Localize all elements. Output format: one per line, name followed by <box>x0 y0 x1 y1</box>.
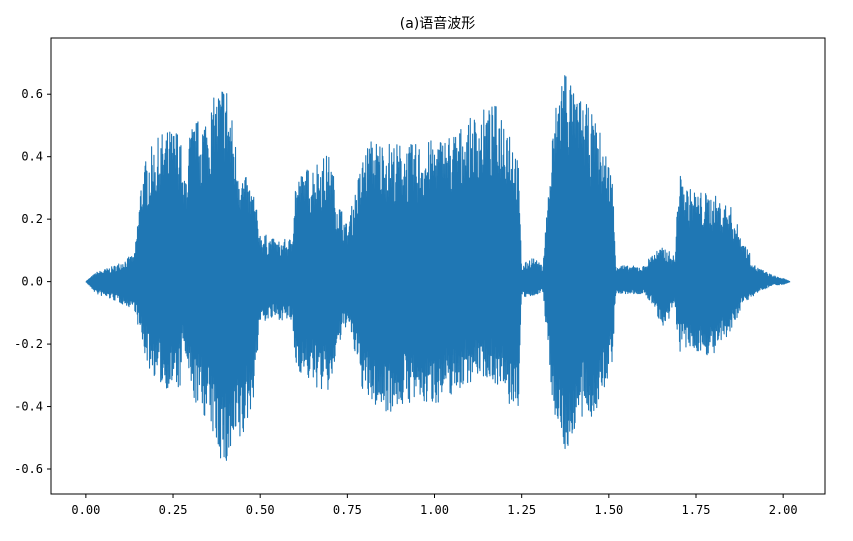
x-tick-label: 1.25 <box>507 503 536 517</box>
x-tick-label: 0.00 <box>71 503 100 517</box>
y-tick-label: 0.6 <box>21 87 43 101</box>
x-tick-label: 0.75 <box>333 503 362 517</box>
x-tick-label: 1.75 <box>682 503 711 517</box>
y-tick-label: 0.2 <box>21 212 43 226</box>
y-tick-label: -0.4 <box>14 400 43 414</box>
x-tick-label: 2.00 <box>769 503 798 517</box>
chart-title: (a)语音波形 <box>400 15 476 32</box>
x-tick-label: 1.50 <box>594 503 623 517</box>
x-tick-label: 0.25 <box>159 503 188 517</box>
y-tick-label: -0.2 <box>14 337 43 351</box>
waveform-line <box>85 75 791 461</box>
y-tick-label: 0.0 <box>21 275 43 289</box>
y-tick-label: -0.6 <box>14 462 43 476</box>
waveform-series <box>85 75 791 461</box>
y-tick-label: 0.4 <box>21 150 43 164</box>
axes: 0.00 0.25 0.50 0.75 1.00 1.25 1.50 1.75 2.00 -0.6… <box>14 87 798 517</box>
x-tick-label: 1.00 <box>420 503 449 517</box>
plot-frame <box>50 37 826 495</box>
x-tick-label: 0.50 <box>246 503 275 517</box>
